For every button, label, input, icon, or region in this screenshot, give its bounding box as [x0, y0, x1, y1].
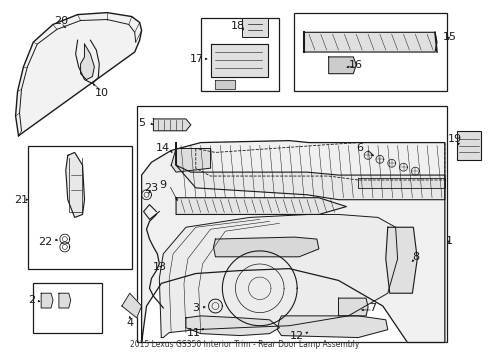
Polygon shape	[16, 13, 142, 136]
Polygon shape	[122, 293, 142, 318]
Polygon shape	[328, 57, 356, 74]
Text: 9: 9	[160, 180, 166, 190]
Text: 11: 11	[186, 328, 201, 338]
Bar	[28, 145, 131, 269]
Bar	[456, 131, 480, 160]
Text: 22: 22	[38, 237, 52, 247]
Text: 10: 10	[95, 88, 109, 98]
Text: 3: 3	[192, 303, 199, 313]
Text: 7: 7	[368, 303, 376, 313]
Polygon shape	[358, 178, 444, 188]
Polygon shape	[213, 237, 318, 257]
Text: 4: 4	[126, 318, 133, 328]
Text: 17: 17	[189, 54, 203, 64]
Bar	[33, 283, 102, 333]
Text: 1: 1	[446, 236, 452, 246]
Polygon shape	[338, 298, 367, 316]
Text: 12: 12	[289, 330, 304, 341]
Text: 21: 21	[15, 195, 28, 205]
Polygon shape	[153, 119, 190, 131]
Text: 23: 23	[144, 183, 158, 193]
Text: 18: 18	[230, 21, 244, 31]
Bar	[137, 106, 446, 342]
Polygon shape	[304, 32, 436, 52]
Polygon shape	[41, 293, 53, 308]
Text: 20: 20	[54, 15, 68, 26]
Polygon shape	[171, 148, 210, 172]
Text: 8: 8	[411, 252, 418, 262]
Text: 5: 5	[138, 118, 145, 128]
Polygon shape	[385, 227, 416, 293]
Text: 6: 6	[356, 143, 363, 153]
Polygon shape	[142, 141, 444, 342]
Text: 15: 15	[442, 32, 456, 42]
Polygon shape	[59, 293, 71, 308]
Polygon shape	[176, 198, 346, 215]
Text: 2015 Lexus GS350 Interior Trim - Rear Door Lamp Assembly: 2015 Lexus GS350 Interior Trim - Rear Do…	[130, 340, 359, 349]
Text: 19: 19	[447, 134, 461, 144]
Polygon shape	[277, 316, 387, 338]
Polygon shape	[210, 44, 267, 77]
Bar	[242, 18, 267, 37]
Polygon shape	[215, 80, 235, 89]
Polygon shape	[81, 44, 94, 80]
Text: 13: 13	[152, 262, 166, 272]
Text: 16: 16	[348, 60, 363, 70]
Text: 14: 14	[156, 144, 170, 153]
Polygon shape	[185, 316, 279, 336]
Bar	[200, 18, 279, 91]
Polygon shape	[159, 215, 397, 338]
Bar	[294, 13, 446, 91]
Polygon shape	[176, 143, 444, 200]
Text: 2: 2	[28, 295, 35, 305]
Polygon shape	[66, 152, 84, 217]
